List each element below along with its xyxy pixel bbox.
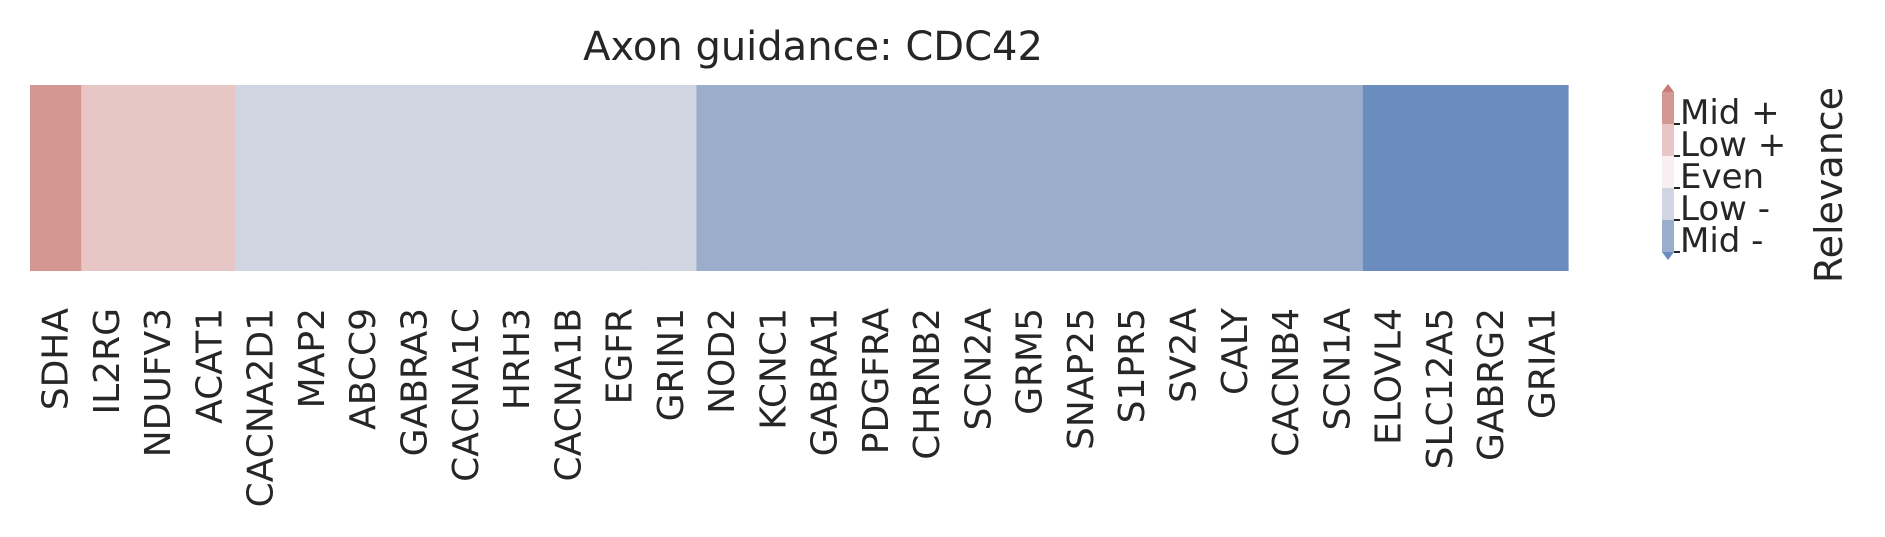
x-tick-label: CALY <box>1215 307 1256 395</box>
x-tick-label: SV2A <box>1164 308 1205 403</box>
x-tick-label: GRIA1 <box>1522 308 1563 419</box>
x-tick-label: NOD2 <box>702 308 743 414</box>
heatmap-cell-ndufv3 <box>132 85 185 271</box>
x-tick-label: SDHA <box>36 308 77 411</box>
heatmap-cell-s1pr5 <box>1106 85 1159 271</box>
chart-title: Axon guidance: CDC42 <box>583 24 1043 70</box>
heatmap-cell-pdgfra <box>850 85 903 271</box>
x-tick-label: SCN2A <box>958 308 999 431</box>
colorbar-segment <box>1662 188 1674 221</box>
x-tick-label: GABRA1 <box>805 308 846 456</box>
heatmap-cell-egfr <box>593 85 646 271</box>
heatmap-cell-grin1 <box>645 85 698 271</box>
colorbar-tick-label: Mid - <box>1680 221 1763 261</box>
heatmap-cell-cacna2d1 <box>235 85 287 271</box>
heatmap-cell-cacna1b <box>542 85 595 271</box>
colorbar-extend-bottom <box>1662 252 1674 260</box>
heatmap-cell-acat1 <box>183 85 236 271</box>
x-tick-label: S1PR5 <box>1112 308 1153 423</box>
x-tick-label: SCN1A <box>1317 308 1358 431</box>
x-tick-label: SLC12A5 <box>1420 308 1461 469</box>
colorbar-segment <box>1662 220 1674 253</box>
heatmap-cell-chrnb2 <box>901 85 954 271</box>
x-tick-labels: SDHA IL2RG NDUFV3 ACAT1 CACNA2D1 MAP2 ABCC9 GAB… <box>36 307 1564 507</box>
x-tick-label: ACAT1 <box>189 308 230 424</box>
x-tick-label: NDUFV3 <box>138 308 179 457</box>
x-tick-label: EGFR <box>600 308 641 404</box>
heatmap-cell-cacnb4 <box>1260 85 1313 271</box>
heatmap-cell-sdha <box>30 85 82 271</box>
heatmap-cell-cacna1c <box>440 85 492 271</box>
heatmap-cell-abcc9 <box>337 85 390 271</box>
x-tick-label: GRM5 <box>1010 308 1051 415</box>
x-tick-label: GABRG2 <box>1471 308 1512 461</box>
x-tick-label: ABCC9 <box>343 308 384 430</box>
heatmap-cell-elovl4 <box>1362 85 1415 271</box>
x-tick-label: PDGFRA <box>856 308 897 455</box>
colorbar <box>1662 84 1674 260</box>
heatmap-cell-nod2 <box>696 85 749 271</box>
x-tick-label: CACNA1B <box>548 308 589 481</box>
x-tick-label: CACNA1C <box>446 308 487 482</box>
x-tick-label: GABRA3 <box>395 308 436 456</box>
colorbar-segment <box>1662 92 1674 125</box>
heatmap-cell-map2 <box>286 85 339 271</box>
colorbar-tick-label: Mid + <box>1680 93 1780 133</box>
heatmap-cell-sv2a <box>1157 85 1210 271</box>
x-tick-label: GRIN1 <box>651 308 692 421</box>
colorbar-extend-top <box>1662 84 1674 92</box>
heatmap-cell-scn1a <box>1311 85 1364 271</box>
heatmap-cell-gabra1 <box>799 85 851 271</box>
heatmap-cells <box>30 85 1569 271</box>
x-tick-label: ELOVL4 <box>1369 308 1410 445</box>
x-tick-label: KCNC1 <box>753 308 794 430</box>
x-tick-label: IL2RG <box>87 308 128 415</box>
colorbar-tick-label: Low - <box>1680 189 1770 229</box>
colorbar-segment <box>1662 124 1674 157</box>
heatmap-cell-scn2a <box>952 85 1005 271</box>
heatmap-cell-gabra3 <box>388 85 441 271</box>
heatmap-cell-il2rg <box>81 85 134 271</box>
heatmap-cell-grm5 <box>1004 85 1056 271</box>
x-tick-label: CACNB4 <box>1266 308 1307 457</box>
x-tick-label: HRH3 <box>497 308 538 410</box>
heatmap-cell-gabrg2 <box>1465 85 1518 271</box>
x-tick-label: MAP2 <box>292 308 333 408</box>
x-tick-label: CHRNB2 <box>907 308 948 460</box>
x-tick-label: SNAP25 <box>1061 308 1102 450</box>
heatmap-cell-caly <box>1209 85 1261 271</box>
heatmap-cell-snap25 <box>1055 85 1108 271</box>
colorbar-segment <box>1662 156 1674 189</box>
colorbar-tick-label: Even <box>1680 157 1764 197</box>
colorbar-tick-label: Low + <box>1680 125 1786 165</box>
heatmap-cell-hrh3 <box>491 85 544 271</box>
heatmap-cell-slc12a5 <box>1414 85 1467 271</box>
x-tick-label: CACNA2D1 <box>241 308 282 507</box>
colorbar-label: Relevance <box>1807 87 1851 283</box>
heatmap-cell-gria1 <box>1516 85 1569 271</box>
heatmap-cell-kcnc1 <box>747 85 800 271</box>
